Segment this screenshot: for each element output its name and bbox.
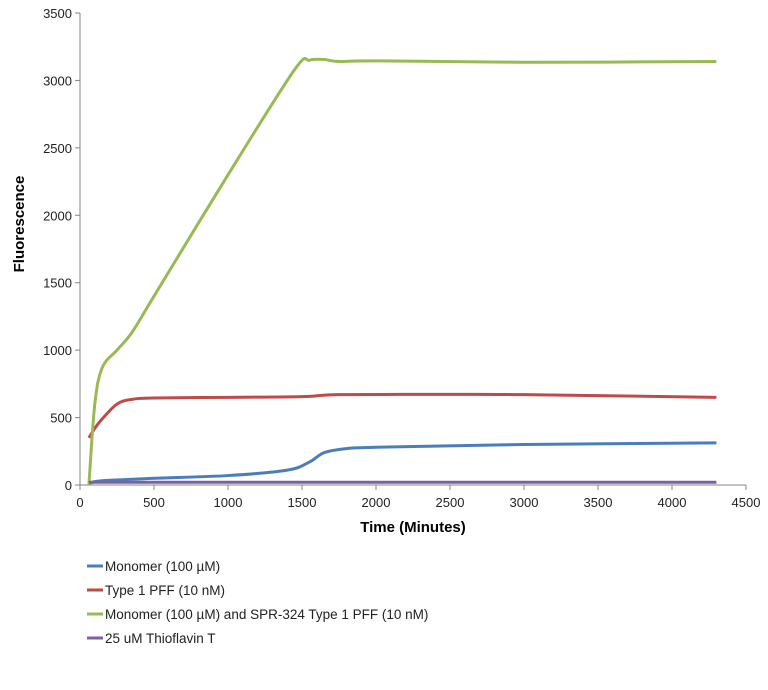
series-line-2 bbox=[87, 392, 717, 439]
y-tick-label: 3500 bbox=[43, 6, 72, 21]
y-tick-label: 500 bbox=[50, 411, 72, 426]
legend-label: Type 1 PFF (10 nM) bbox=[105, 583, 225, 598]
x-tick-label: 2500 bbox=[436, 495, 465, 510]
legend-label: 25 uM Thioflavin T bbox=[105, 631, 216, 646]
y-axis-title: Fluorescence bbox=[11, 176, 28, 273]
series-line-3 bbox=[87, 56, 717, 486]
x-tick-label: 500 bbox=[143, 495, 165, 510]
x-tick-label: 2000 bbox=[362, 495, 391, 510]
series-line-1 bbox=[88, 441, 717, 486]
legend-label: Monomer (100 µM) and SPR-324 Type 1 PFF … bbox=[105, 607, 428, 622]
y-tick-label: 3000 bbox=[43, 73, 72, 88]
y-tick-label: 1000 bbox=[43, 343, 72, 358]
y-tick-label: 1500 bbox=[43, 276, 72, 291]
x-tick-label: 0 bbox=[76, 495, 83, 510]
y-tick-label: 2000 bbox=[43, 208, 72, 223]
y-tick-label: 0 bbox=[65, 478, 72, 493]
x-tick-label: 1500 bbox=[288, 495, 317, 510]
x-tick-label: 4500 bbox=[732, 495, 761, 510]
x-tick-label: 3000 bbox=[510, 495, 539, 510]
y-tick-label: 2500 bbox=[43, 141, 72, 156]
x-tick-label: 4000 bbox=[658, 495, 687, 510]
x-tick-label: 1000 bbox=[214, 495, 243, 510]
x-axis-title: Time (Minutes) bbox=[360, 519, 466, 536]
legend-label: Monomer (100 µM) bbox=[105, 559, 220, 574]
x-tick-label: 3500 bbox=[584, 495, 613, 510]
